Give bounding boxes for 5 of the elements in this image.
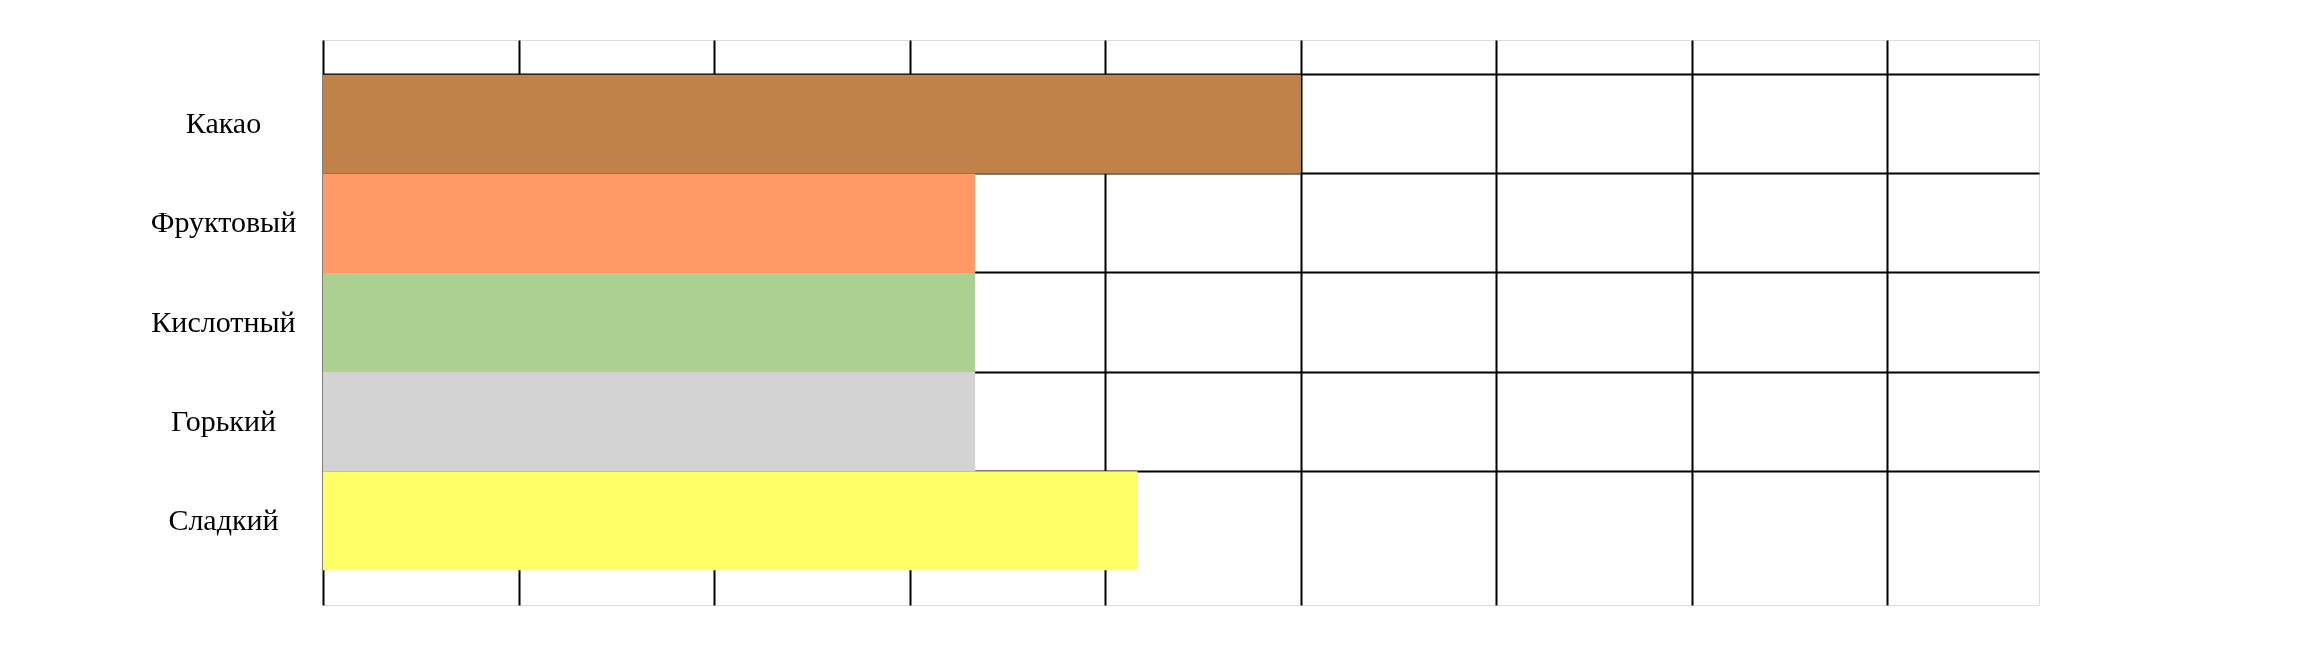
y-tick-label: Фруктовый (150, 205, 297, 239)
y-tick-label: Сладкий (168, 502, 279, 536)
y-tick-label: Какао (185, 106, 262, 140)
y-tick-label: Кислотный (151, 304, 296, 338)
y-tick-label: Горький (170, 403, 277, 437)
